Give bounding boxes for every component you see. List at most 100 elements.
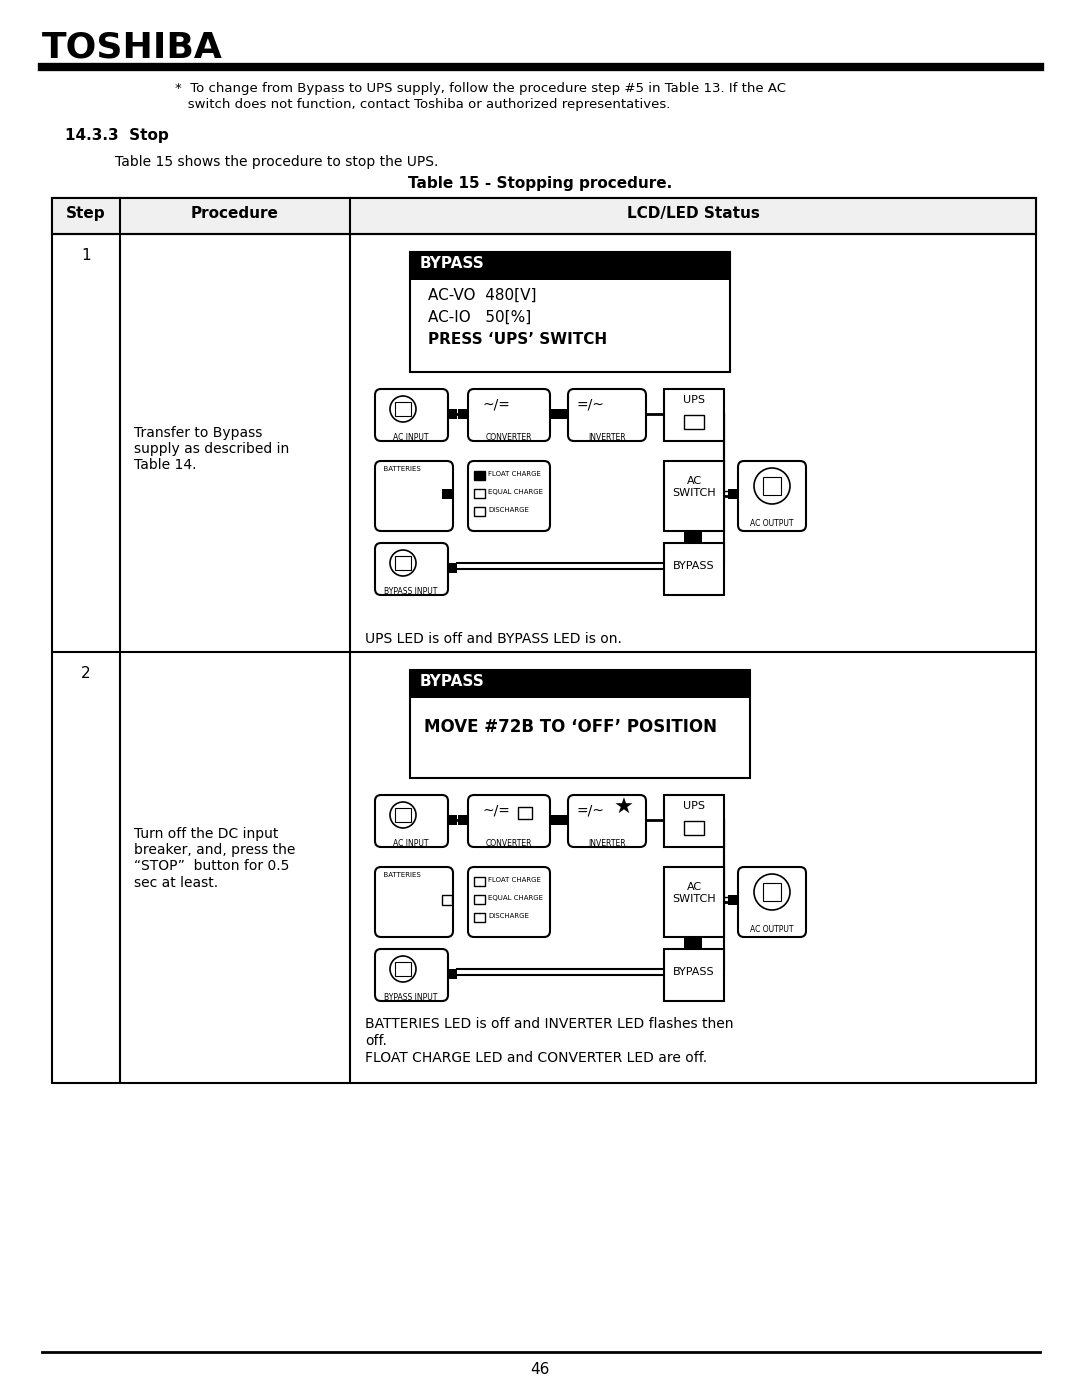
Text: UPS: UPS — [683, 395, 705, 405]
Text: ~/=: ~/= — [482, 803, 510, 817]
Text: FLOAT CHARGE LED and CONVERTER LED are off.: FLOAT CHARGE LED and CONVERTER LED are o… — [365, 1051, 707, 1065]
Text: CONVERTER: CONVERTER — [486, 433, 532, 441]
Bar — [558, 814, 568, 826]
Text: FLOAT CHARGE: FLOAT CHARGE — [488, 471, 541, 476]
Text: UPS LED is off and BYPASS LED is on.: UPS LED is off and BYPASS LED is on. — [365, 631, 622, 645]
Bar — [410, 671, 750, 698]
Bar — [762, 883, 781, 901]
Bar — [442, 489, 453, 499]
Bar — [728, 489, 738, 499]
Text: BYPASS: BYPASS — [673, 562, 715, 571]
Bar — [684, 821, 704, 835]
Bar — [474, 507, 485, 515]
FancyBboxPatch shape — [375, 795, 448, 847]
Bar — [52, 198, 1036, 235]
Text: 1: 1 — [81, 249, 91, 263]
Bar — [447, 409, 457, 419]
Text: off.: off. — [365, 1034, 387, 1048]
Bar — [664, 388, 724, 441]
FancyBboxPatch shape — [468, 868, 550, 937]
Text: 2: 2 — [81, 666, 91, 680]
Bar — [684, 415, 704, 429]
Bar — [684, 937, 702, 949]
Bar — [410, 251, 730, 372]
Text: AC-VO  480[V]: AC-VO 480[V] — [428, 288, 537, 303]
Circle shape — [390, 395, 416, 422]
FancyBboxPatch shape — [568, 388, 646, 441]
Text: UPS: UPS — [683, 800, 705, 812]
Text: Turn off the DC input
breaker, and, press the
“STOP”  button for 0.5
sec at leas: Turn off the DC input breaker, and, pres… — [134, 827, 295, 890]
Bar — [664, 795, 724, 847]
FancyBboxPatch shape — [375, 461, 453, 531]
Text: Procedure: Procedure — [191, 205, 279, 221]
Bar — [549, 409, 559, 419]
FancyBboxPatch shape — [568, 795, 646, 847]
Bar — [447, 814, 457, 826]
Text: Transfer to Bypass
supply as described in
Table 14.: Transfer to Bypass supply as described i… — [134, 426, 289, 472]
Bar — [395, 807, 411, 821]
Text: AC
SWITCH: AC SWITCH — [672, 476, 716, 497]
Bar — [474, 877, 485, 886]
Text: BATTERIES LED is off and INVERTER LED flashes then: BATTERIES LED is off and INVERTER LED fl… — [365, 1017, 733, 1031]
Text: Table 15 - Stopping procedure.: Table 15 - Stopping procedure. — [408, 176, 672, 191]
Text: AC INPUT: AC INPUT — [393, 433, 429, 441]
Circle shape — [390, 802, 416, 828]
Text: AC OUTPUT: AC OUTPUT — [751, 520, 794, 528]
Text: Step: Step — [66, 205, 106, 221]
Bar — [664, 461, 724, 531]
Bar — [558, 409, 568, 419]
Text: BYPASS: BYPASS — [420, 673, 485, 689]
FancyBboxPatch shape — [375, 949, 448, 1002]
Bar — [664, 949, 724, 1002]
FancyBboxPatch shape — [375, 868, 453, 937]
Text: AC
SWITCH: AC SWITCH — [672, 882, 716, 904]
Bar — [728, 895, 738, 905]
Bar — [474, 914, 485, 922]
Bar — [410, 251, 730, 279]
Text: FLOAT CHARGE: FLOAT CHARGE — [488, 877, 541, 883]
Text: DISCHARGE: DISCHARGE — [488, 914, 529, 919]
Bar — [664, 543, 724, 595]
Text: AC-IO   50[%]: AC-IO 50[%] — [428, 310, 531, 326]
FancyBboxPatch shape — [738, 868, 806, 937]
Bar — [684, 532, 702, 543]
Text: DISCHARGE: DISCHARGE — [488, 507, 529, 513]
FancyBboxPatch shape — [468, 461, 550, 531]
Text: TOSHIBA: TOSHIBA — [42, 29, 222, 64]
Bar — [518, 807, 532, 819]
Text: EQUAL CHARGE: EQUAL CHARGE — [488, 895, 543, 901]
Text: BATTERIES: BATTERIES — [379, 467, 421, 472]
Bar — [52, 198, 1036, 1083]
Text: 14.3.3  Stop: 14.3.3 Stop — [65, 129, 168, 142]
Bar — [474, 471, 485, 481]
Bar — [458, 409, 468, 419]
Bar — [762, 476, 781, 495]
Bar — [474, 895, 485, 904]
Bar — [447, 970, 457, 979]
Circle shape — [754, 468, 789, 504]
Text: BYPASS INPUT: BYPASS INPUT — [384, 587, 437, 597]
FancyBboxPatch shape — [375, 388, 448, 441]
Text: INVERTER: INVERTER — [589, 433, 625, 441]
Text: BATTERIES: BATTERIES — [379, 872, 421, 877]
Circle shape — [754, 875, 789, 909]
Text: BYPASS: BYPASS — [673, 967, 715, 977]
FancyBboxPatch shape — [468, 795, 550, 847]
Bar — [395, 402, 411, 416]
FancyBboxPatch shape — [375, 543, 448, 595]
Bar — [447, 563, 457, 573]
Text: BYPASS INPUT: BYPASS INPUT — [384, 993, 437, 1002]
Text: AC INPUT: AC INPUT — [393, 840, 429, 848]
Text: *  To change from Bypass to UPS supply, follow the procedure step #5 in Table 13: * To change from Bypass to UPS supply, f… — [175, 82, 786, 95]
Text: 46: 46 — [530, 1362, 550, 1377]
Text: Table 15 shows the procedure to stop the UPS.: Table 15 shows the procedure to stop the… — [114, 155, 438, 169]
Bar — [549, 814, 559, 826]
FancyBboxPatch shape — [468, 388, 550, 441]
Text: =/~: =/~ — [576, 397, 604, 411]
Text: AC OUTPUT: AC OUTPUT — [751, 925, 794, 935]
Bar — [458, 814, 468, 826]
Bar — [395, 963, 411, 977]
FancyBboxPatch shape — [738, 461, 806, 531]
Circle shape — [390, 956, 416, 982]
Text: PRESS ‘UPS’ SWITCH: PRESS ‘UPS’ SWITCH — [428, 332, 607, 346]
